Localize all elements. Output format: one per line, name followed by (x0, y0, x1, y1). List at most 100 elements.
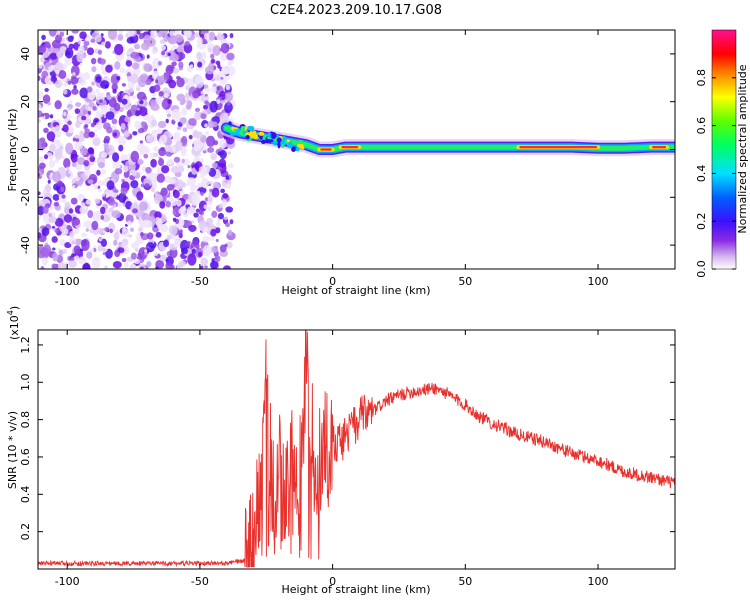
spectrogram-cell (226, 100, 231, 106)
spectrogram-cell (69, 230, 75, 238)
spectrogram-cell (92, 211, 101, 223)
spectrogram-xtick-label: 100 (588, 275, 609, 288)
spectrogram-cell (58, 249, 64, 256)
spectrogram-cell (159, 201, 166, 209)
spectrogram-cell (151, 81, 155, 85)
spectrogram-cell (90, 248, 94, 253)
spectrogram-xtick-label: 50 (458, 275, 472, 288)
spectrogram-cell (223, 135, 228, 140)
spectrogram-cell (111, 210, 121, 219)
spectrogram-cell (206, 135, 216, 147)
spectrogram-cell (48, 213, 52, 217)
spectrogram-cell (133, 43, 141, 50)
spectrogram-cell (112, 261, 122, 269)
spectrogram-cell (95, 121, 103, 130)
spectrogram-cell (126, 50, 131, 56)
spectrogram-cell (54, 140, 60, 146)
snr-xtick-label: -100 (55, 575, 80, 588)
spectrogram-cell (129, 263, 137, 269)
spectrogram-cell (114, 168, 123, 175)
spectrogram-cell (144, 249, 148, 253)
spectrogram-xtick-label: 0 (329, 275, 336, 288)
spectrogram-cell (197, 61, 203, 68)
spectrogram-cell (178, 208, 185, 215)
spectrogram-cell (121, 257, 127, 263)
spectrogram-cell (211, 246, 219, 254)
spectrogram-cell (154, 251, 158, 256)
snr-panel: -100 -50 0 50 100 0.2 0.4 0.6 0.8 1.0 1.2 Height … (6, 306, 676, 596)
spectrogram-cell (99, 58, 106, 65)
spectrogram-cell (207, 120, 215, 129)
spectrogram-cell (189, 184, 197, 192)
spectrogram-cell (139, 140, 144, 144)
spectrogram-cell (153, 84, 161, 92)
spectrogram-cell (70, 257, 75, 261)
spectrogram-cell (81, 232, 88, 238)
snr-line (38, 330, 675, 568)
spectrogram-cell (47, 47, 56, 54)
spectrogram-cell (196, 51, 202, 60)
spectrogram-cell (117, 247, 125, 254)
spectrogram-cell (172, 207, 182, 217)
spectrogram-cell (86, 86, 93, 93)
spectrogram-cell (109, 228, 113, 234)
spectrogram-cell (56, 51, 62, 59)
spectrogram-cell (49, 52, 58, 60)
spectrogram-cell (158, 91, 164, 97)
spectrogram-cell (98, 104, 102, 108)
spectrogram-cell (41, 113, 45, 117)
spectrogram-cell (104, 135, 111, 143)
spectrogram-cell (76, 52, 84, 63)
spectrogram-cell (112, 159, 121, 170)
spectrogram-cell (143, 34, 152, 46)
spectrogram-cell (111, 192, 118, 198)
spectrogram-cell (51, 226, 56, 229)
spectrogram-cell (161, 100, 168, 109)
spectrogram-cell (105, 111, 115, 120)
spectrogram-ytick-label: 40 (19, 47, 32, 61)
spectrogram-cell (150, 33, 155, 39)
spectrogram-cell (89, 155, 96, 163)
spectrogram-y-label: Frequency (Hz) (6, 109, 19, 192)
spectrogram-cell (165, 258, 169, 262)
spectrogram-xtick-label: -100 (55, 275, 80, 288)
spectrogram-ytick-label: 0 (19, 146, 32, 153)
spectrogram-cell (116, 195, 121, 200)
spectrogram-cell (227, 229, 233, 236)
colorbar-tick-label: 0.6 (695, 117, 708, 135)
spectrogram-cell (58, 70, 67, 79)
spectrogram-cell (177, 165, 185, 173)
spectrogram-cell (137, 75, 147, 88)
spectrogram-cell (197, 190, 201, 196)
spectrogram-ridge-speckle (258, 131, 265, 136)
spectrogram-cell (166, 113, 172, 118)
spectrogram-cell (48, 60, 53, 64)
spectrogram-cell (145, 166, 152, 174)
spectrogram-cell (49, 114, 54, 119)
spectrogram-cell (220, 42, 230, 54)
spectrogram-cell (164, 144, 173, 152)
spectrogram-cell (224, 180, 228, 183)
spectrogram-cell (97, 244, 103, 252)
spectrogram-cell (181, 158, 185, 164)
spectrogram-cell (204, 265, 208, 269)
spectrogram-cell (171, 108, 182, 122)
spectrogram-ytick-label: -20 (19, 188, 32, 206)
spectrogram-cell (65, 142, 74, 155)
spectrogram-cell (141, 219, 151, 229)
spectrogram-cell (51, 211, 56, 218)
spectrogram-cell (111, 118, 118, 125)
spectrogram-cell (137, 227, 143, 232)
spectrogram-cell (169, 247, 178, 259)
spectrogram-cell (48, 65, 54, 71)
spectrogram-cell (228, 66, 236, 76)
spectrogram-cell (185, 85, 190, 91)
spectrogram-cell (117, 34, 124, 41)
spectrogram-cell (168, 225, 178, 236)
spectrogram-cell (51, 39, 61, 49)
spectrogram-cell (74, 141, 84, 151)
spectrogram-cell (150, 103, 160, 111)
spectrogram-cell (130, 252, 137, 260)
spectrogram-cell (54, 158, 59, 164)
